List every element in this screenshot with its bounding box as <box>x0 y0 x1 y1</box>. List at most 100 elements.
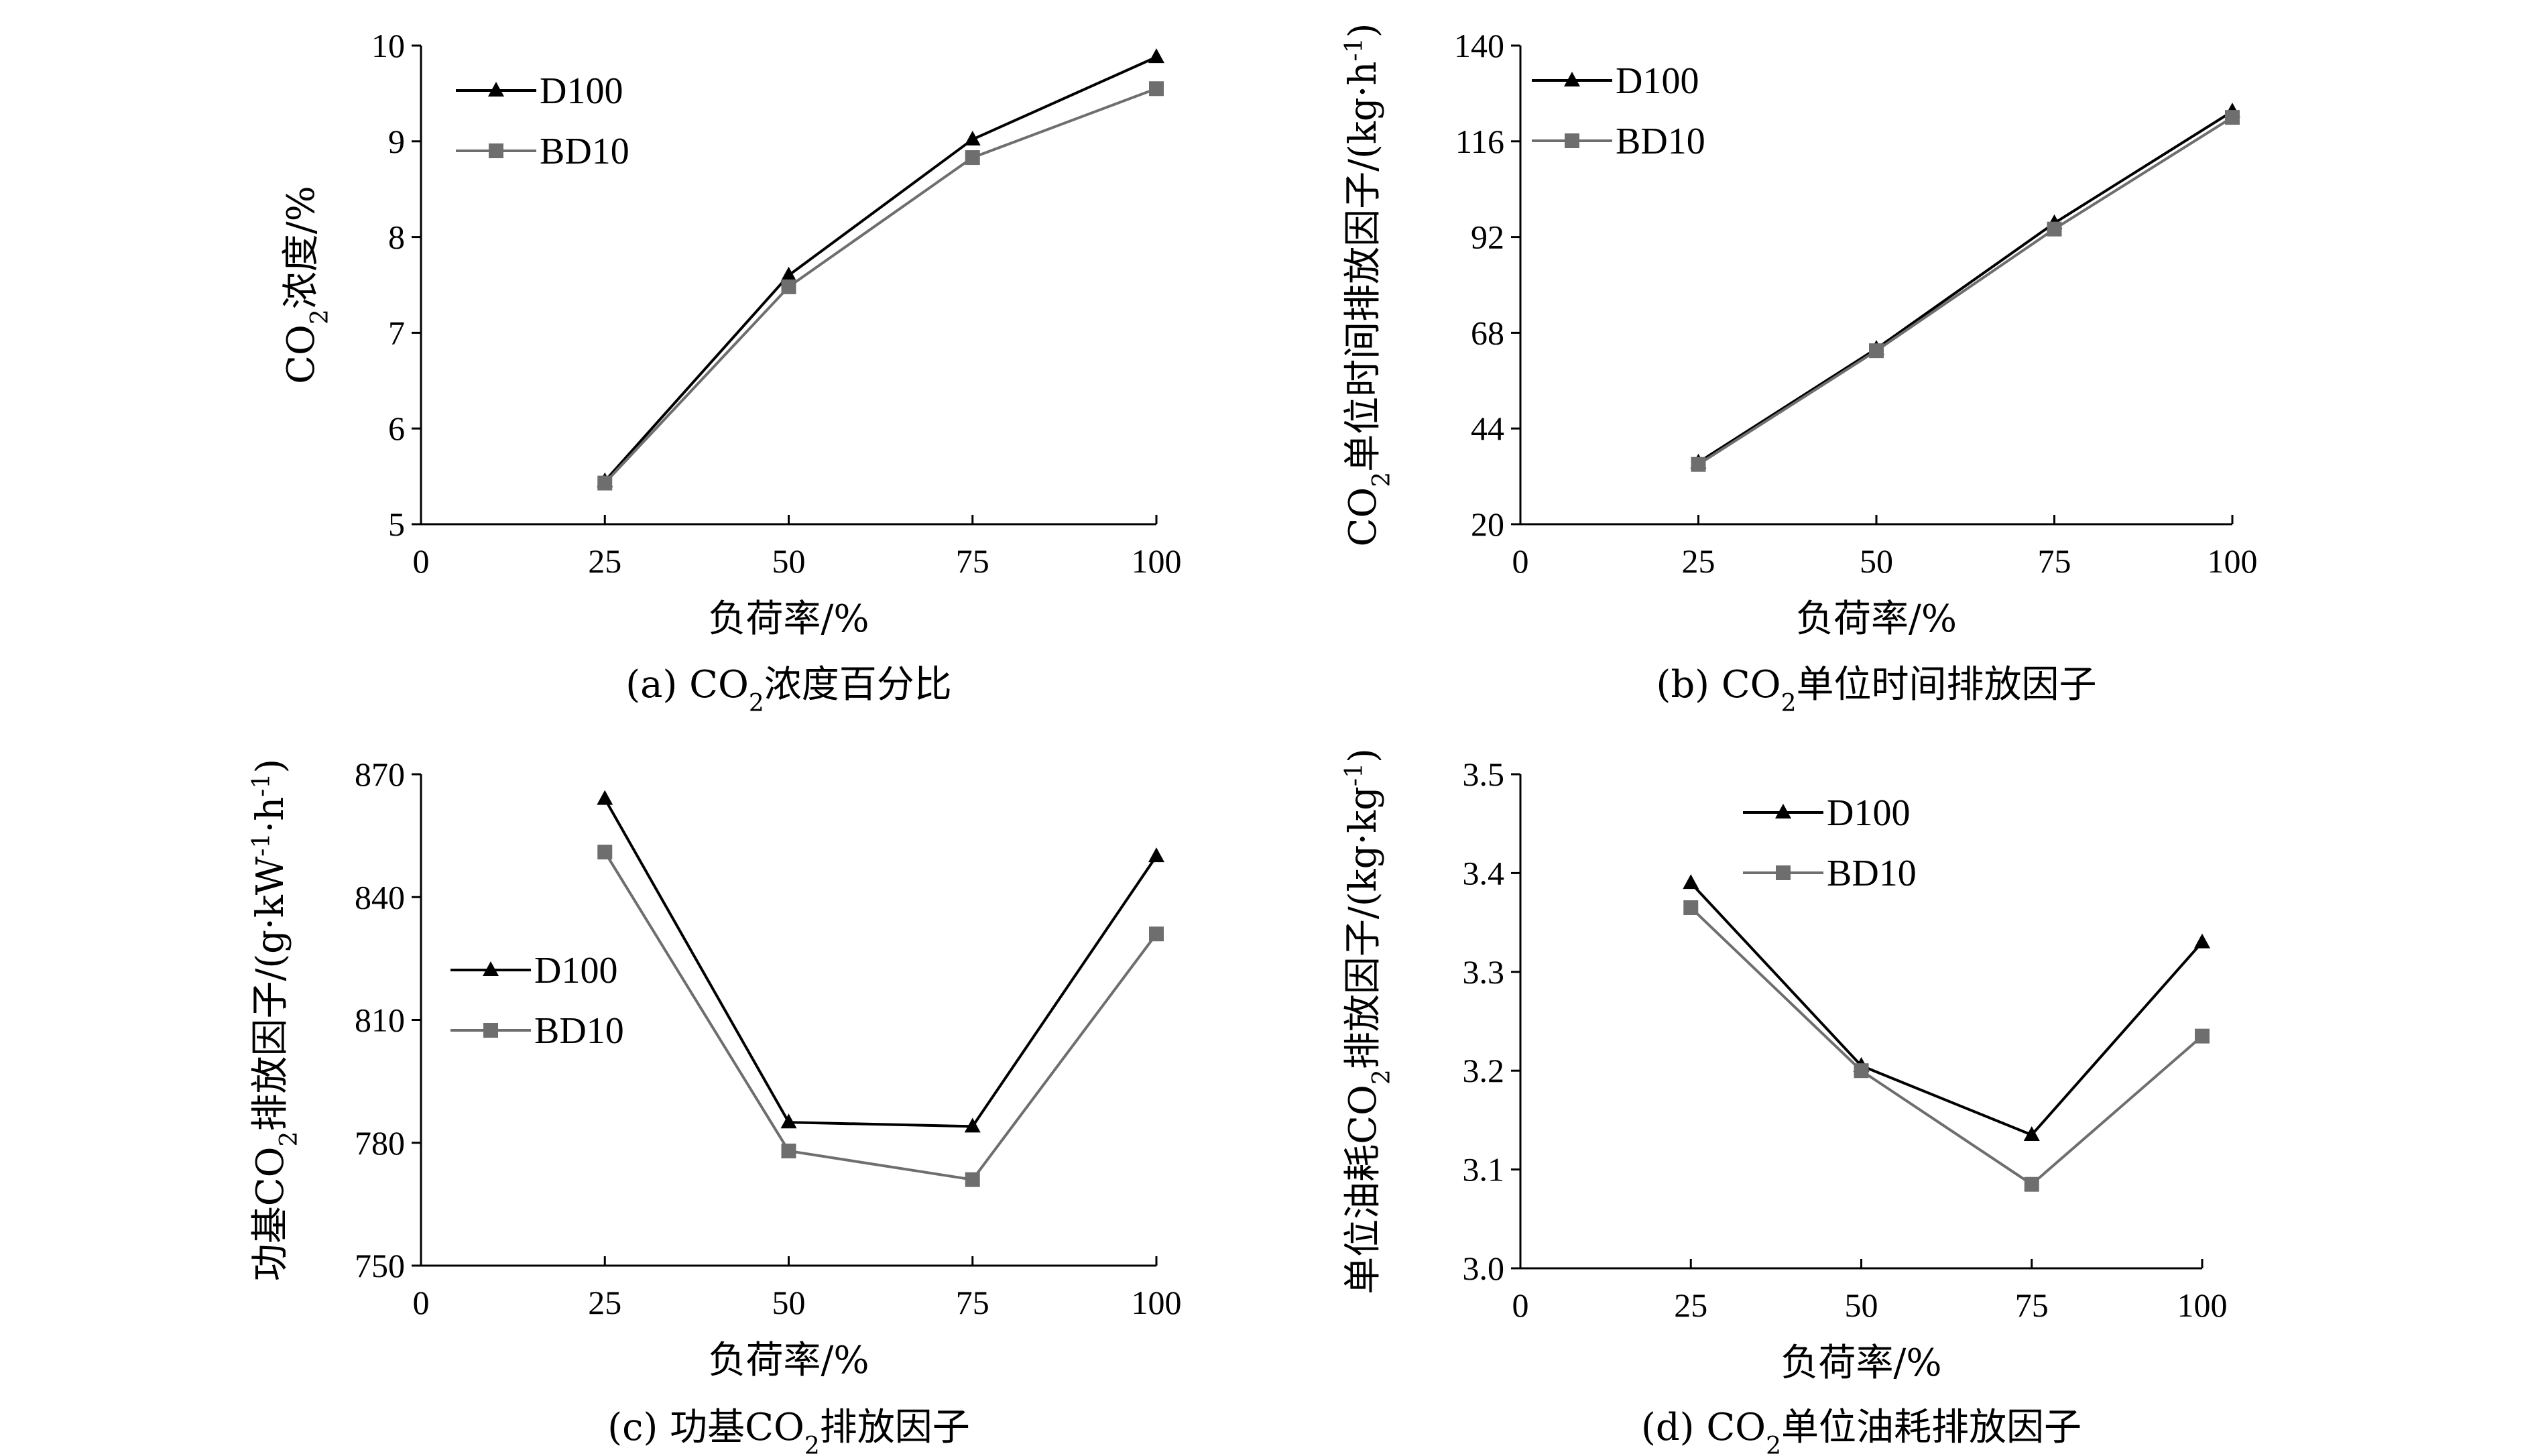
data-point-bd10 <box>1149 926 1164 942</box>
y-tick-label: 116 <box>1455 123 1504 160</box>
series-line-d100 <box>1689 882 2204 1137</box>
caption: (a) CO2浓度百分比 <box>625 663 952 717</box>
y-tick-label: 840 <box>355 878 405 916</box>
y-axis-label: 功基CO2排放因子/(g·kW-1·h-1) <box>248 759 303 1281</box>
y-tick-label: 5 <box>388 505 405 543</box>
legend-marker <box>1564 72 1580 86</box>
y-tick-label: 780 <box>355 1124 405 1162</box>
y-tick-label: 870 <box>355 755 405 793</box>
y-tick-label: 8 <box>388 219 405 256</box>
x-tick-label: 50 <box>772 542 806 580</box>
legend-label: BD10 <box>540 131 629 172</box>
data-point-d100 <box>1148 847 1164 863</box>
x-tick-label: 25 <box>588 542 621 580</box>
data-point-d100 <box>964 1117 981 1133</box>
data-point-bd10 <box>2047 221 2062 237</box>
caption: (b) CO2单位时间排放因子 <box>1656 663 2096 717</box>
x-tick-label: 75 <box>2015 1286 2049 1324</box>
y-tick-label: 140 <box>1454 27 1504 64</box>
series-line-d100 <box>603 798 1158 1128</box>
y-tick-label: 9 <box>388 123 405 160</box>
data-point-bd10 <box>1869 343 1884 359</box>
y-tick-label: 44 <box>1471 410 1504 447</box>
x-tick-label: 100 <box>2208 542 2258 580</box>
series-line-bd10 <box>1689 906 2204 1187</box>
y-tick-label: 3.5 <box>1463 755 1505 793</box>
y-tick-label: 6 <box>388 410 405 447</box>
x-tick-label: 0 <box>413 1284 430 1321</box>
data-point-d100 <box>2194 933 2210 949</box>
series-line-bd10 <box>603 87 1157 484</box>
data-point-d100 <box>1683 874 1699 890</box>
panel-c: 750 780 810 840 870 0 25 50 75 100 负荷率/% 功基CO2排放因子/… <box>248 755 1182 1456</box>
legend-marker <box>483 1023 498 1038</box>
data-point-bd10 <box>2024 1176 2039 1192</box>
series-line-bd10 <box>1697 116 2234 466</box>
data-point-bd10 <box>965 1172 980 1187</box>
y-axis-label: CO2单位时间排放因子/(kg·h-1) <box>1341 23 1396 547</box>
x-tick-label: 50 <box>1845 1286 1878 1324</box>
caption: (d) CO2单位油耗排放因子 <box>1641 1406 2082 1456</box>
y-tick-label: 810 <box>355 1002 405 1039</box>
legend-label: BD10 <box>1616 121 1705 162</box>
legend-label: BD10 <box>1827 853 1917 894</box>
data-point-bd10 <box>1854 1063 1869 1079</box>
data-point-bd10 <box>597 845 613 860</box>
data-point-bd10 <box>1683 900 1699 915</box>
series-line-d100 <box>1697 110 2234 464</box>
y-tick-label: 3.1 <box>1463 1151 1505 1189</box>
y-axis-label: 单位油耗CO2排放因子/(kg·kg-1) <box>1341 748 1396 1294</box>
y-tick-label: 3.4 <box>1463 854 1505 892</box>
legend-label: D100 <box>1827 792 1910 834</box>
x-axis-label: 负荷率/% <box>1796 597 1957 641</box>
data-point-d100 <box>964 130 981 145</box>
legend-marker <box>1776 865 1791 880</box>
y-tick-label: 750 <box>355 1247 405 1284</box>
x-axis-label: 负荷率/% <box>708 597 869 641</box>
legend-marker <box>1775 804 1791 818</box>
data-point-bd10 <box>781 279 796 294</box>
y-tick-label: 10 <box>371 27 405 64</box>
x-tick-label: 25 <box>1674 1286 1707 1324</box>
data-point-bd10 <box>1691 457 1706 472</box>
caption: (c) 功基CO2排放因子 <box>607 1406 970 1456</box>
x-tick-label: 0 <box>1512 1286 1529 1324</box>
x-axis-label: 负荷率/% <box>708 1339 869 1382</box>
legend-marker <box>488 82 504 97</box>
panel-b: 20 44 68 92 116 140 0 25 50 75 100 负荷率/% CO2单位时间排放因子… <box>1341 23 2258 717</box>
y-tick-label: 3.2 <box>1463 1052 1505 1089</box>
x-tick-label: 25 <box>588 1284 621 1321</box>
legend-label: D100 <box>1616 60 1699 102</box>
x-tick-label: 50 <box>772 1284 806 1321</box>
legend-label: D100 <box>534 950 617 991</box>
data-point-d100 <box>780 266 797 282</box>
data-point-bd10 <box>2225 110 2240 125</box>
x-tick-label: 100 <box>2177 1286 2228 1324</box>
y-axis-label: CO2浓度/% <box>280 186 334 384</box>
legend-label: D100 <box>540 70 623 112</box>
x-tick-label: 75 <box>2038 542 2071 580</box>
panel-d: 3.0 3.1 3.2 3.3 3.4 3.5 0 25 50 75 100 负荷率/% 单位油耗CO2… <box>1341 748 2228 1456</box>
y-tick-label: 92 <box>1471 219 1504 256</box>
data-point-d100 <box>597 790 613 805</box>
legend-marker <box>1565 133 1579 148</box>
series-line-d100 <box>603 56 1157 483</box>
x-tick-label: 50 <box>1860 542 1893 580</box>
data-point-bd10 <box>1149 81 1164 97</box>
y-tick-label: 7 <box>388 314 405 351</box>
data-point-d100 <box>1148 48 1164 64</box>
x-tick-label: 75 <box>956 1284 989 1321</box>
x-tick-label: 25 <box>1682 542 1715 580</box>
legend-label: BD10 <box>534 1010 624 1052</box>
legend-marker <box>483 961 499 976</box>
data-point-bd10 <box>965 150 980 166</box>
y-tick-label: 20 <box>1471 505 1504 543</box>
data-point-bd10 <box>781 1143 796 1158</box>
y-tick-label: 3.0 <box>1463 1250 1505 1287</box>
legend-marker <box>489 143 503 158</box>
data-point-bd10 <box>597 475 613 491</box>
x-tick-label: 0 <box>1512 542 1529 580</box>
series-line-bd10 <box>603 851 1158 1181</box>
